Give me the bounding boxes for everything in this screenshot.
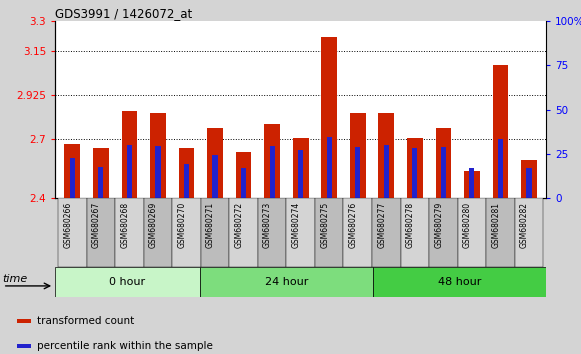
Text: GDS3991 / 1426072_at: GDS3991 / 1426072_at [55, 7, 192, 20]
Bar [98, 167, 103, 198]
Bar [236, 152, 252, 198]
Bar [55, 267, 200, 297]
Bar [298, 150, 303, 198]
Bar [327, 137, 332, 198]
Bar [229, 198, 258, 267]
Bar [343, 198, 372, 267]
Text: GSM680271: GSM680271 [206, 202, 215, 248]
Text: GSM680270: GSM680270 [177, 202, 187, 248]
Bar [17, 344, 31, 348]
Text: GSM680268: GSM680268 [120, 202, 130, 248]
Bar [315, 198, 343, 267]
Text: GSM680272: GSM680272 [235, 202, 243, 248]
Text: GSM680269: GSM680269 [149, 202, 158, 248]
Text: GSM680267: GSM680267 [92, 202, 101, 248]
Bar [373, 267, 546, 297]
Bar [178, 148, 194, 198]
Text: GSM680278: GSM680278 [406, 202, 415, 248]
Bar [150, 113, 166, 198]
Bar [172, 198, 201, 267]
Text: time: time [3, 274, 28, 284]
Bar [241, 168, 246, 198]
Bar [207, 129, 223, 198]
Bar [213, 155, 218, 198]
Bar [17, 319, 31, 323]
Bar [258, 198, 286, 267]
Text: percentile rank within the sample: percentile rank within the sample [37, 341, 213, 351]
Bar [58, 198, 87, 267]
Bar [70, 158, 75, 198]
Text: GSM680276: GSM680276 [349, 202, 358, 248]
Text: 0 hour: 0 hour [109, 277, 145, 287]
Bar [144, 198, 172, 267]
Bar [498, 139, 503, 198]
Bar [486, 198, 515, 267]
Text: GSM680266: GSM680266 [63, 202, 72, 248]
Bar [93, 148, 109, 198]
Bar [286, 198, 315, 267]
Bar [469, 168, 475, 198]
Bar [458, 198, 486, 267]
Bar [436, 129, 451, 198]
Text: 24 hour: 24 hour [264, 277, 308, 287]
Bar [87, 198, 115, 267]
Bar [515, 198, 543, 267]
Bar [400, 198, 429, 267]
Bar [127, 145, 132, 198]
Bar [321, 37, 337, 198]
Bar [464, 171, 480, 198]
Bar [155, 146, 160, 198]
Text: 48 hour: 48 hour [438, 277, 481, 287]
Bar [493, 65, 508, 198]
Text: GSM680279: GSM680279 [435, 202, 443, 248]
Bar [184, 164, 189, 198]
Text: GSM680280: GSM680280 [463, 202, 472, 248]
Bar [413, 148, 417, 198]
Bar [355, 147, 360, 198]
Text: GSM680277: GSM680277 [377, 202, 386, 248]
Bar [264, 125, 280, 198]
Bar [200, 267, 373, 297]
Bar [115, 198, 144, 267]
Text: transformed count: transformed count [37, 316, 134, 326]
Bar [441, 147, 446, 198]
Bar [293, 138, 309, 198]
Text: GSM680282: GSM680282 [520, 202, 529, 248]
Text: GSM680275: GSM680275 [320, 202, 329, 248]
Bar [429, 198, 458, 267]
Bar [383, 145, 389, 198]
Bar [201, 198, 229, 267]
Bar [526, 168, 532, 198]
Bar [372, 198, 400, 267]
Bar [407, 138, 423, 198]
Bar [521, 160, 537, 198]
Bar [64, 144, 80, 198]
Bar [121, 111, 137, 198]
Text: GSM680274: GSM680274 [292, 202, 301, 248]
Bar [378, 113, 394, 198]
Text: GSM680281: GSM680281 [492, 202, 500, 248]
Bar [350, 113, 365, 198]
Text: GSM680273: GSM680273 [263, 202, 272, 248]
Bar [270, 146, 275, 198]
